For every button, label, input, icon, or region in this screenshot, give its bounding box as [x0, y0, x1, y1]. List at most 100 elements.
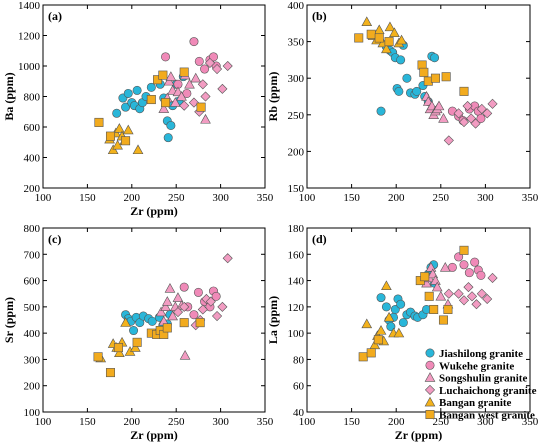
data-point	[453, 288, 464, 299]
legend-entry: Wukehe granite	[439, 360, 514, 372]
data-point	[129, 326, 139, 336]
data-point	[172, 307, 184, 318]
data-point	[169, 97, 181, 107]
x-tick-label: 350	[257, 192, 274, 204]
data-point	[376, 293, 386, 303]
data-point	[217, 301, 228, 312]
x-tick-label: 200	[388, 416, 405, 428]
y-tick-label: 150	[288, 183, 305, 195]
data-point	[161, 296, 173, 306]
x-tick-label: 100	[299, 192, 316, 204]
data-point	[361, 318, 373, 329]
y-tick-label: 60	[293, 381, 305, 393]
data-point	[208, 52, 218, 62]
legend-entry: Bangan granite	[439, 397, 512, 409]
y-tick-label: 400	[24, 328, 41, 340]
data-point	[443, 304, 453, 314]
data-point	[172, 292, 184, 302]
data-point	[121, 136, 131, 146]
data-point	[189, 310, 199, 320]
plot-frame	[42, 227, 266, 413]
data-point	[470, 118, 481, 129]
panel-label: (b)	[312, 9, 327, 23]
data-point	[158, 70, 168, 80]
panel-label: (a)	[48, 9, 62, 23]
data-point	[429, 304, 439, 314]
data-point	[402, 73, 412, 83]
data-point	[389, 27, 400, 37]
data-point	[179, 301, 190, 312]
data-point	[158, 103, 170, 113]
y-tick-label: 180	[288, 223, 305, 235]
x-tick-label: 350	[522, 192, 539, 204]
data-point	[200, 91, 211, 102]
y-axis-label: Ba (ppm)	[2, 72, 16, 120]
data-point	[470, 257, 480, 267]
data-point	[396, 55, 406, 65]
data-point	[396, 299, 406, 309]
data-point	[188, 97, 200, 108]
panel-4: 100 150 200 250 300 350 40 60 80 100 120 140 160 180 (…	[266, 223, 539, 442]
data-point	[153, 75, 163, 85]
data-point	[105, 131, 115, 141]
x-tick-label: 250	[433, 192, 450, 204]
data-point	[176, 91, 187, 101]
data-point	[222, 253, 233, 264]
data-point	[384, 21, 396, 32]
legend-marker	[425, 348, 435, 358]
data-point	[394, 86, 404, 96]
x-tick-label: 300	[477, 192, 494, 204]
data-point	[386, 322, 396, 332]
data-point	[476, 270, 486, 280]
y-axis-label: Rb (ppm)	[266, 72, 280, 122]
y-tick-label: 200	[24, 183, 41, 195]
data-point	[194, 56, 204, 66]
data-point	[189, 37, 199, 47]
data-point	[146, 95, 156, 105]
x-tick-label: 200	[388, 192, 405, 204]
data-point	[161, 98, 171, 108]
panel-2: 100 150 200 250 300 350150200250300350400(b)R…	[266, 0, 539, 204]
legend-marker	[424, 384, 436, 395]
data-point	[164, 283, 176, 293]
legend-marker	[424, 396, 436, 407]
series-bangan-west-granite	[93, 318, 205, 378]
data-point	[376, 106, 386, 116]
data-point	[435, 290, 447, 301]
data-point	[430, 53, 440, 63]
data-point	[459, 260, 469, 270]
x-axis-label: Zr (ppm)	[395, 428, 442, 442]
x-axis-label: Zr (ppm)	[130, 204, 177, 218]
data-point	[132, 337, 142, 347]
data-point	[431, 281, 443, 292]
series-wukehe-granite	[447, 252, 486, 280]
data-point	[179, 282, 189, 292]
data-point	[438, 113, 449, 123]
x-tick-label: 150	[79, 416, 96, 428]
x-tick-label: 250	[168, 192, 185, 204]
series-songshulin-granite	[158, 69, 211, 124]
data-point	[179, 318, 189, 328]
data-point	[166, 120, 176, 130]
data-point	[114, 123, 125, 133]
data-point	[476, 288, 487, 299]
data-point	[361, 16, 373, 27]
y-axis-label: La (ppm)	[266, 296, 280, 344]
data-point	[439, 261, 451, 272]
data-point	[155, 306, 167, 317]
legend-marker	[425, 409, 435, 419]
data-point	[412, 86, 422, 96]
y-tick-label: 350	[288, 37, 305, 49]
panel-label: (c)	[48, 232, 61, 246]
y-tick-label: 40	[293, 407, 305, 419]
data-point	[94, 117, 104, 127]
data-point	[393, 327, 405, 338]
y-tick-label: 200	[24, 381, 41, 393]
data-point	[212, 64, 223, 75]
series-bangan-granite	[104, 123, 144, 155]
x-tick-label: 250	[433, 416, 450, 428]
y-tick-label: 400	[288, 0, 305, 12]
y-tick-label: 300	[24, 354, 41, 366]
data-point	[179, 67, 189, 77]
